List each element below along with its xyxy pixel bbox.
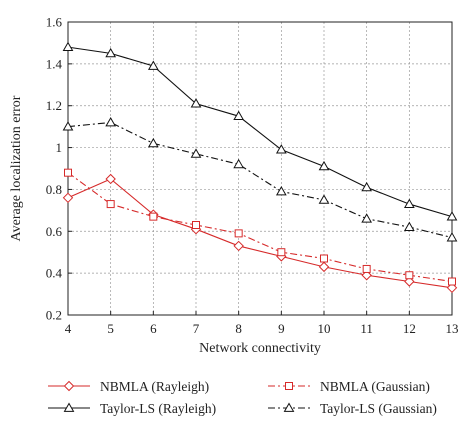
data-point-marker (192, 221, 200, 230)
x-axis-ticks: 4 5 6 7 8 9 10 11 12 13 (65, 311, 459, 336)
data-point-marker (64, 168, 72, 177)
data-point-marker (318, 160, 330, 171)
data-point-marker (446, 282, 458, 293)
y-tick-label: 1 (56, 140, 63, 155)
data-point-marker (275, 186, 287, 196)
series-layer (62, 41, 458, 293)
data-point-marker (361, 213, 373, 223)
data-point-marker (62, 41, 74, 51)
data-point-marker (446, 232, 458, 242)
data-point-marker (233, 110, 245, 121)
legend-item: Taylor-LS (Gaussian) (268, 401, 437, 416)
x-tick-label: 6 (150, 321, 157, 336)
grid (67, 21, 453, 316)
y-tick-label: 0.4 (46, 266, 63, 281)
data-point-marker (190, 98, 202, 108)
legend-item: NBMLA (Rayleigh) (48, 379, 209, 394)
legend-label: Taylor-LS (Rayleigh) (100, 401, 216, 416)
series-2 (62, 41, 458, 221)
y-tick-label: 1.2 (46, 98, 62, 113)
x-axis-title: Network connectivity (199, 341, 321, 356)
data-point-marker (277, 248, 286, 257)
series-0 (62, 173, 458, 293)
data-point-marker (233, 158, 245, 169)
data-point-marker (62, 192, 74, 204)
y-tick-label: 0.8 (46, 182, 62, 197)
data-point-marker (446, 211, 458, 221)
data-point-marker (190, 148, 202, 158)
series-1 (64, 168, 456, 286)
data-point-marker (318, 261, 330, 273)
data-point-marker (105, 47, 117, 58)
x-tick-label: 11 (360, 321, 373, 336)
x-tick-label: 10 (318, 321, 331, 336)
y-axis-ticks: 0.2 0.4 0.6 0.8 1 1.2 1.4 1.6 (46, 15, 72, 323)
data-point-marker (361, 270, 372, 281)
series-line (67, 172, 453, 283)
data-point-marker (106, 200, 115, 209)
x-tick-label: 8 (235, 321, 242, 336)
x-tick-label: 4 (65, 321, 72, 336)
data-point-marker (403, 221, 415, 231)
data-point-marker (147, 60, 159, 70)
data-point-marker (362, 264, 371, 273)
data-point-marker (448, 277, 456, 286)
y-axis-title: Average localization error (9, 95, 24, 241)
x-tick-label: 9 (278, 321, 285, 336)
y-tick-label: 0.2 (46, 308, 62, 323)
data-point-marker (234, 229, 243, 238)
series-line (67, 178, 453, 289)
data-point-marker (105, 173, 116, 185)
data-point-marker (275, 144, 287, 154)
y-tick-label: 1.6 (46, 15, 63, 30)
legend-marker (285, 382, 293, 390)
data-point-marker (233, 240, 244, 252)
legend-marker (63, 380, 75, 392)
x-tick-label: 5 (107, 321, 114, 336)
legend: NBMLA (Rayleigh) NBMLA (Gaussian) Taylor-L… (48, 379, 437, 416)
data-point-marker (320, 254, 328, 263)
y-tick-label: 1.4 (46, 56, 63, 71)
x-tick-label: 13 (446, 321, 459, 336)
legend-marker (283, 402, 295, 412)
legend-item: Taylor-LS (Rayleigh) (48, 401, 216, 416)
y-tick-label: 0.6 (46, 224, 63, 239)
series-3 (62, 116, 458, 242)
series-line (67, 121, 453, 239)
legend-marker (63, 402, 75, 412)
data-point-marker (105, 116, 117, 127)
data-point-marker (147, 137, 159, 148)
data-point-marker (405, 271, 414, 280)
legend-label: NBMLA (Rayleigh) (100, 379, 209, 394)
data-point-marker (403, 198, 415, 208)
data-point-marker (149, 212, 158, 221)
legend-label: Taylor-LS (Gaussian) (320, 401, 437, 416)
series-line (67, 46, 453, 218)
x-tick-label: 12 (403, 321, 416, 336)
data-point-marker (62, 121, 74, 131)
plot-frame (67, 21, 453, 316)
data-point-marker (361, 181, 373, 192)
legend-item: NBMLA (Gaussian) (268, 379, 430, 394)
legend-label: NBMLA (Gaussian) (320, 379, 430, 394)
data-point-marker (404, 276, 415, 287)
data-point-marker (318, 194, 330, 204)
x-tick-label: 7 (193, 321, 200, 336)
